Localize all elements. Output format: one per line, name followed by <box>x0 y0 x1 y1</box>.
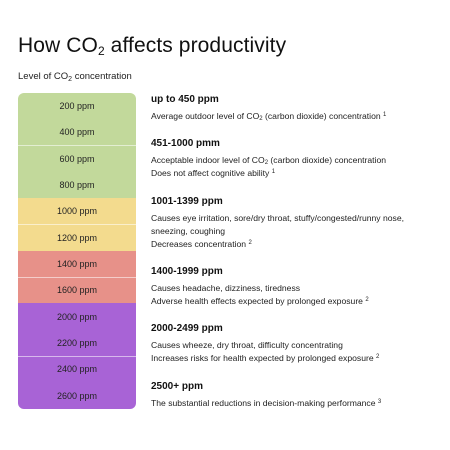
scale-divider <box>18 277 136 278</box>
level-heading: 1400-1999 ppm <box>151 266 223 277</box>
scale-tick: 2400 ppm <box>56 364 98 374</box>
level-detail: Increases risks for health expected by p… <box>151 353 380 363</box>
scale-subtitle: Level of CO2 concentration <box>18 71 132 83</box>
level-description: 2500+ ppm The substantial reductions in … <box>151 380 441 410</box>
scale-divider <box>18 145 136 146</box>
level-detail: Causes wheeze, dry throat, difficulty co… <box>151 340 343 350</box>
scale-tick: 600 ppm <box>59 154 95 164</box>
scale-tick: 800 ppm <box>59 180 95 190</box>
level-detail: Adverse health effects expected by prolo… <box>151 296 369 306</box>
scale-divider <box>18 224 136 225</box>
level-detail: Average outdoor level of CO2 (carbon dio… <box>151 111 387 122</box>
scale-tick: 1200 ppm <box>56 233 98 243</box>
level-detail: Acceptable indoor level of CO2 (carbon d… <box>151 155 387 166</box>
level-description: 2000-2499 ppm Causes wheeze, dry throat,… <box>151 322 441 365</box>
level-detail: Causes headache, dizziness, tiredness <box>151 283 301 293</box>
scale-tick: 400 ppm <box>59 127 95 137</box>
level-heading: 2500+ ppm <box>151 381 203 392</box>
level-heading: 1001-1399 ppm <box>151 196 223 207</box>
level-description: 1001-1399 ppm Causes eye irritation, sor… <box>151 195 441 251</box>
level-description: 451-1000 pmm Acceptable indoor level of … <box>151 137 441 180</box>
scale-tick: 2000 ppm <box>56 312 98 322</box>
scale-divider <box>18 356 136 357</box>
level-detail: Decreases concentration 2 <box>151 239 252 249</box>
scale-tick: 1000 ppm <box>56 206 98 216</box>
level-detail: Causes eye irritation, sore/dry throat, … <box>151 213 405 236</box>
level-description: 1400-1999 ppm Causes headache, dizziness… <box>151 265 441 308</box>
scale-tick: 2200 ppm <box>56 338 98 348</box>
level-heading: 2000-2499 ppm <box>151 323 223 334</box>
level-description: up to 450 ppm Average outdoor level of C… <box>151 93 441 123</box>
scale-tick: 200 ppm <box>59 101 95 111</box>
level-heading: up to 450 ppm <box>151 94 219 105</box>
scale-tick: 1600 ppm <box>56 285 98 295</box>
page-title: How CO2 affects productivity <box>18 34 287 58</box>
scale-tick: 2600 ppm <box>56 391 98 401</box>
co2-level-scale: 200 ppm 400 ppm 600 ppm 800 ppm 1000 ppm… <box>18 93 136 409</box>
scale-tick: 1400 ppm <box>56 259 98 269</box>
level-heading: 451-1000 pmm <box>151 138 220 149</box>
level-detail: The substantial reductions in decision-m… <box>151 398 382 408</box>
level-detail: Does not affect cognitive ability 1 <box>151 168 276 178</box>
